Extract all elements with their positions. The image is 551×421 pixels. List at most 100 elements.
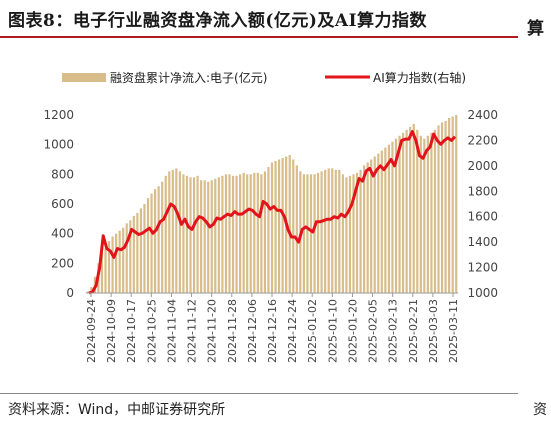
x-tick-label: 2024-11-12 (186, 299, 199, 363)
bar (153, 189, 157, 293)
bar (185, 175, 189, 293)
bar (359, 169, 362, 293)
right-tick-label: 1400 (467, 235, 498, 249)
bar (122, 227, 125, 293)
bar (129, 220, 132, 293)
x-tick-label: 2025-02-05 (367, 299, 380, 363)
bar (419, 135, 422, 293)
bar (139, 208, 143, 293)
bar (277, 159, 281, 293)
bar (373, 156, 376, 293)
left-tick-label: 1000 (43, 138, 74, 152)
bar (341, 174, 344, 293)
bar (412, 123, 415, 294)
x-tick-label: 2024-12-24 (286, 299, 299, 363)
right-axis: 1000 1200 1400 1600 1800 2000 2200 2400 (467, 108, 498, 300)
bar (377, 153, 380, 293)
bar (306, 174, 309, 293)
bar (444, 120, 447, 294)
chart: 融资盘累计净流入:电子(亿元) AI算力指数(右轴) 0 200 400 600 800… (43, 70, 498, 363)
right-tick-label: 2000 (467, 159, 498, 173)
legend-bar-swatch (62, 73, 106, 82)
bar (398, 135, 401, 293)
bar (370, 159, 373, 293)
bar (331, 168, 334, 293)
bar (316, 172, 320, 293)
bar (86, 291, 89, 293)
bar (380, 150, 383, 293)
title-rule (0, 36, 518, 38)
bar (246, 174, 249, 293)
title-bar: 图表8：电子行业融资盘净流入额(亿元)及AI算力指数 算 (0, 0, 551, 39)
bar (239, 174, 242, 293)
x-tick-label: 2024-12-16 (266, 299, 279, 363)
bar (348, 175, 352, 293)
bar (292, 159, 295, 293)
bar (320, 171, 323, 293)
bar (455, 115, 458, 293)
bar (270, 162, 274, 293)
clipped-title-fragment: 算 (527, 19, 544, 39)
legend-bar-label: 融资盘累计净流入:电子(亿元) (110, 70, 267, 85)
bar (161, 181, 164, 293)
bar (210, 180, 213, 293)
bar (132, 215, 135, 293)
bar-series (86, 115, 458, 294)
bar (231, 175, 235, 293)
bar (136, 212, 139, 293)
bar (235, 175, 238, 293)
x-tick-label: 2024-11-28 (226, 299, 239, 363)
bar (324, 169, 327, 293)
bar (263, 171, 267, 293)
bar (366, 162, 369, 293)
x-axis: 2024-09-24 2024-10-09 2024-10-17 2024-10-25… (85, 292, 460, 363)
bar (260, 174, 263, 293)
bar (309, 174, 313, 293)
bar (426, 135, 429, 293)
x-tick-label: 2025-03-03 (427, 299, 440, 363)
x-tick-label: 2024-10-09 (105, 299, 118, 363)
bar (200, 180, 203, 293)
bar (363, 165, 366, 293)
bar (146, 198, 150, 293)
bar (267, 166, 270, 293)
left-tick-label: 800 (51, 167, 74, 181)
bar (189, 177, 192, 293)
bar (345, 177, 348, 293)
bar (125, 223, 128, 293)
right-tick-label: 2400 (467, 108, 498, 122)
bar (107, 241, 111, 293)
bar (433, 129, 437, 293)
bar (253, 172, 256, 293)
x-tick-label: 2024-11-04 (165, 299, 178, 363)
right-tick-label: 1600 (467, 210, 498, 224)
bar (409, 126, 412, 294)
bar (334, 169, 337, 293)
bar (437, 125, 440, 293)
bar (164, 175, 167, 293)
bar (405, 129, 408, 293)
x-tick-label: 2025-01-02 (306, 299, 319, 363)
bar (178, 171, 181, 293)
bar (302, 174, 305, 293)
bar (352, 174, 355, 293)
bar (175, 168, 178, 293)
bar (118, 230, 121, 293)
bar (207, 181, 210, 293)
bar (423, 138, 426, 293)
bar (451, 116, 454, 293)
bar (281, 158, 284, 293)
bar (355, 172, 359, 293)
ai-index-line (88, 130, 457, 295)
bar (217, 177, 220, 293)
bar (143, 204, 146, 293)
left-tick-label: 0 (66, 286, 74, 300)
left-tick-label: 1200 (43, 108, 74, 122)
bar (168, 171, 171, 293)
left-tick-label: 200 (51, 256, 74, 270)
bar (274, 160, 277, 293)
bar (440, 122, 444, 293)
bar (100, 252, 104, 293)
bar (115, 233, 118, 293)
bar (416, 129, 419, 293)
